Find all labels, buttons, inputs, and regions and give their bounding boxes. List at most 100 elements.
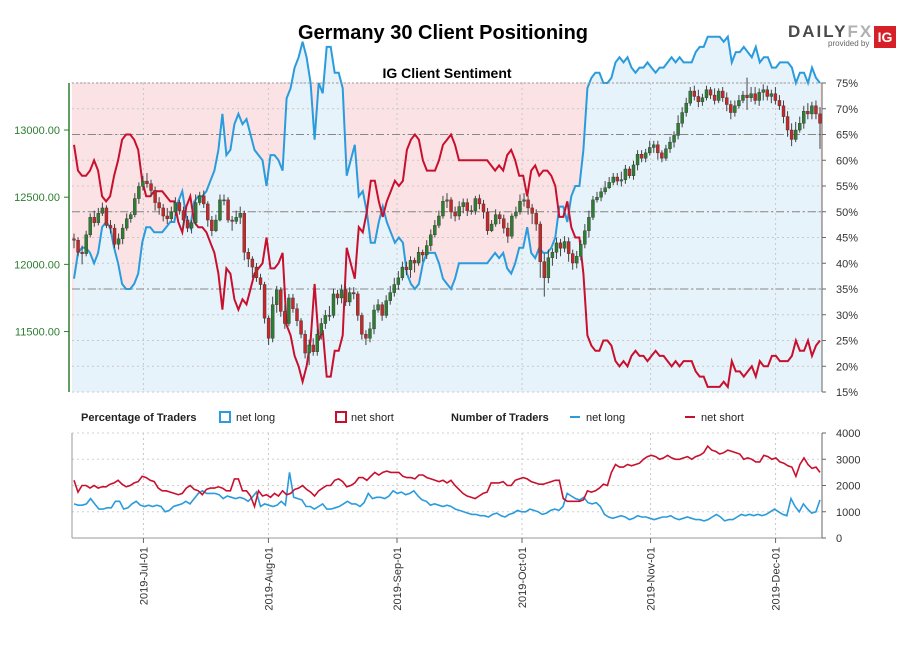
candle-body xyxy=(595,196,599,201)
candle-body xyxy=(380,304,384,316)
candle-body xyxy=(384,300,388,316)
candle-body xyxy=(120,227,125,240)
legend-net-long-box xyxy=(219,411,231,423)
candle-body xyxy=(485,211,490,231)
candle-body xyxy=(449,199,453,213)
logo-provider-text: provided by xyxy=(828,39,870,48)
candle-body xyxy=(303,334,307,354)
net-long-zone xyxy=(72,36,822,392)
candle-body xyxy=(599,191,603,198)
candle-body xyxy=(473,198,478,211)
candle-body xyxy=(518,201,522,213)
candle-body xyxy=(311,344,315,352)
candle-body xyxy=(157,202,161,209)
candle-body xyxy=(785,116,790,131)
candle-body xyxy=(741,94,745,101)
candle-body xyxy=(104,207,109,226)
candle-body xyxy=(469,210,474,212)
candle-body xyxy=(214,219,218,231)
candle-body xyxy=(392,284,396,293)
candle-body xyxy=(404,266,409,270)
candle-body xyxy=(818,113,822,124)
candle-body xyxy=(652,144,656,148)
percent-tick-label: 15% xyxy=(836,387,858,399)
candle-body xyxy=(680,112,684,124)
percent-tick-label: 40% xyxy=(836,258,858,270)
candle-body xyxy=(814,105,818,115)
candle-body xyxy=(270,304,275,339)
candle-body xyxy=(603,187,607,193)
candle-body xyxy=(372,309,376,330)
candle-body xyxy=(720,90,725,98)
percent-tick-label: 45% xyxy=(836,233,858,245)
candle-body xyxy=(242,213,246,253)
candle-body xyxy=(502,218,506,229)
candle-body xyxy=(145,180,149,184)
candle-body xyxy=(230,219,234,222)
date-tick-label: 2019-Sep-01 xyxy=(392,547,404,611)
candle-body xyxy=(757,92,761,101)
count-tick-label: 2000 xyxy=(836,481,860,493)
candle-body xyxy=(627,168,632,176)
candle-body xyxy=(579,244,583,257)
candle-body xyxy=(761,89,765,93)
candle-body xyxy=(108,225,113,229)
percent-tick-label: 30% xyxy=(836,310,858,322)
candle-body xyxy=(116,238,121,245)
percent-tick-label: 70% xyxy=(836,104,858,116)
candle-body xyxy=(773,93,778,101)
candle-body xyxy=(554,242,559,253)
candle-body xyxy=(648,147,652,154)
candle-body xyxy=(806,111,810,115)
candle-body xyxy=(546,257,551,279)
candle-body xyxy=(498,214,502,219)
date-tick-label: 2019-Dec-01 xyxy=(771,547,783,611)
candle-body xyxy=(307,344,311,354)
percent-tick-label: 55% xyxy=(836,181,858,193)
candle-body xyxy=(339,289,344,299)
candle-body xyxy=(789,129,794,140)
candle-body xyxy=(453,211,457,217)
candle-body xyxy=(534,213,538,225)
price-tick-label: 11500.00 xyxy=(15,327,60,339)
candle-body xyxy=(185,219,190,229)
candle-body xyxy=(92,217,96,223)
candle-body xyxy=(133,198,137,215)
candle-body xyxy=(729,104,733,113)
legend-net-long-count-label: net long xyxy=(586,412,625,424)
candle-body xyxy=(623,168,628,180)
candle-body xyxy=(530,207,534,214)
candle-body xyxy=(400,266,405,279)
candle-body xyxy=(558,242,563,249)
candle-body xyxy=(704,89,709,98)
candle-body xyxy=(331,293,336,316)
candle-body xyxy=(429,234,433,246)
candle-body xyxy=(352,292,356,295)
candle-body xyxy=(684,102,688,113)
candle-body xyxy=(607,182,611,188)
percent-tick-label: 20% xyxy=(836,361,858,373)
candle-body xyxy=(141,180,145,187)
candle-body xyxy=(753,93,757,101)
percent-tick-label: 75% xyxy=(836,78,858,90)
count-tick-label: 3000 xyxy=(836,454,860,466)
candle-body xyxy=(656,144,660,154)
date-tick-label: 2019-Nov-01 xyxy=(646,547,658,611)
candle-body xyxy=(749,93,753,98)
candle-body xyxy=(360,315,364,335)
candle-body xyxy=(570,253,575,264)
candle-body xyxy=(246,252,251,260)
candle-body xyxy=(781,105,786,117)
candle-body xyxy=(522,199,526,202)
candle-body xyxy=(356,293,360,316)
candle-body xyxy=(96,213,101,223)
price-chart-title: IG Client Sentiment xyxy=(382,65,512,81)
candle-body xyxy=(347,292,352,303)
candle-body xyxy=(368,328,372,339)
net-short-pct-line xyxy=(73,132,821,390)
candle-body xyxy=(283,311,287,324)
candle-body xyxy=(76,239,80,253)
candle-body xyxy=(193,202,198,223)
candle-body xyxy=(72,238,76,241)
date-tick-label: 2019-Jul-01 xyxy=(138,547,150,605)
